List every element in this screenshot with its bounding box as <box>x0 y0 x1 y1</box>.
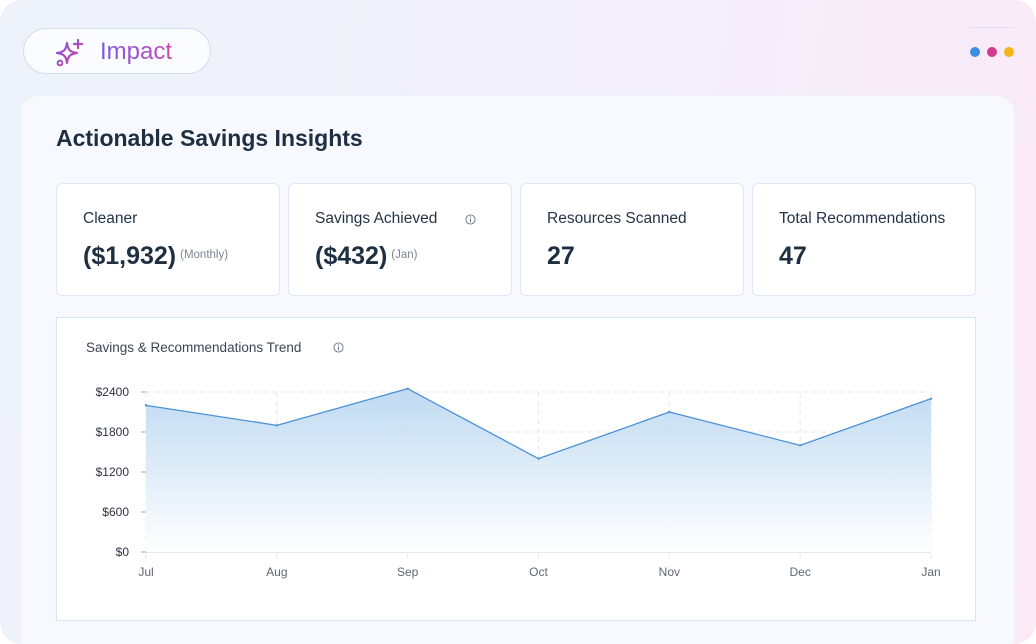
stat-value: ($1,932) (Monthly) <box>83 242 228 271</box>
info-icon[interactable] <box>465 214 476 225</box>
area-chart: $0 $600 $1200 $1800 $2400 Jul Aug Sep Oct Nov Dec J… <box>96 385 941 579</box>
data-point <box>929 397 933 400</box>
y-tick-label: $0 <box>116 545 130 559</box>
data-point <box>668 410 671 414</box>
x-tick-label: Jan <box>921 565 940 579</box>
divider <box>970 27 1014 28</box>
stat-amount: ($432) <box>315 242 388 270</box>
stat-card-resources-scanned: Resources Scanned 27 <box>520 183 744 296</box>
data-point <box>406 387 409 390</box>
y-tick-label: $2400 <box>96 385 130 399</box>
trend-chart: Savings & Recommendations Trend $0 $600 $1… <box>56 317 976 621</box>
window-dots <box>970 47 1014 57</box>
x-tick-label: Oct <box>529 565 548 579</box>
stat-value: 27 <box>547 242 575 271</box>
stat-amount: 47 <box>779 242 807 270</box>
sparkle-icon <box>55 38 84 67</box>
y-tick-label: $600 <box>102 505 129 519</box>
page-title: Actionable Savings Insights <box>56 125 363 151</box>
x-tick-label: Jul <box>138 565 153 579</box>
stat-card-savings-achieved: Savings Achieved ($432) (Jan) <box>288 183 512 296</box>
stat-label: Savings Achieved <box>315 210 438 227</box>
stat-value: ($432) (Jan) <box>315 242 417 271</box>
impact-badge[interactable]: Impact <box>23 28 211 74</box>
blue-dot <box>970 47 980 57</box>
stat-period: (Jan) <box>391 249 418 261</box>
data-point <box>144 404 148 407</box>
info-icon[interactable] <box>333 342 344 353</box>
impact-label: Impact <box>100 38 173 65</box>
x-tick-label: Nov <box>659 565 680 579</box>
y-tick-label: $1800 <box>96 425 130 439</box>
chart-title: Savings & Recommendations Trend <box>86 340 302 355</box>
stat-period: (Monthly) <box>180 249 229 261</box>
stat-card-total-recommendations: Total Recommendations 47 <box>752 183 976 296</box>
insights-card: Actionable Savings Insights Cleaner ($1,… <box>21 96 1014 644</box>
stat-label: Total Recommendations <box>779 210 946 227</box>
x-tick-label: Dec <box>789 565 810 579</box>
stat-amount: 27 <box>547 242 575 270</box>
stat-value: 47 <box>779 242 807 271</box>
series-area <box>146 388 931 552</box>
stat-amount: ($1,932) <box>83 242 177 270</box>
y-tick-label: $1200 <box>96 465 130 479</box>
stat-card-cleaner: Cleaner ($1,932) (Monthly) <box>56 183 280 296</box>
data-point <box>537 457 540 460</box>
data-point <box>275 424 279 427</box>
pink-dot <box>987 47 997 57</box>
x-tick-label: Aug <box>266 565 287 579</box>
stat-label: Resources Scanned <box>547 210 687 227</box>
yellow-dot <box>1004 47 1014 57</box>
data-point <box>798 444 802 447</box>
stat-label: Cleaner <box>83 210 138 227</box>
x-tick-label: Sep <box>397 565 419 579</box>
